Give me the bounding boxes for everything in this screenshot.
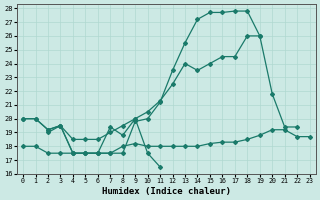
X-axis label: Humidex (Indice chaleur): Humidex (Indice chaleur) [102, 187, 231, 196]
